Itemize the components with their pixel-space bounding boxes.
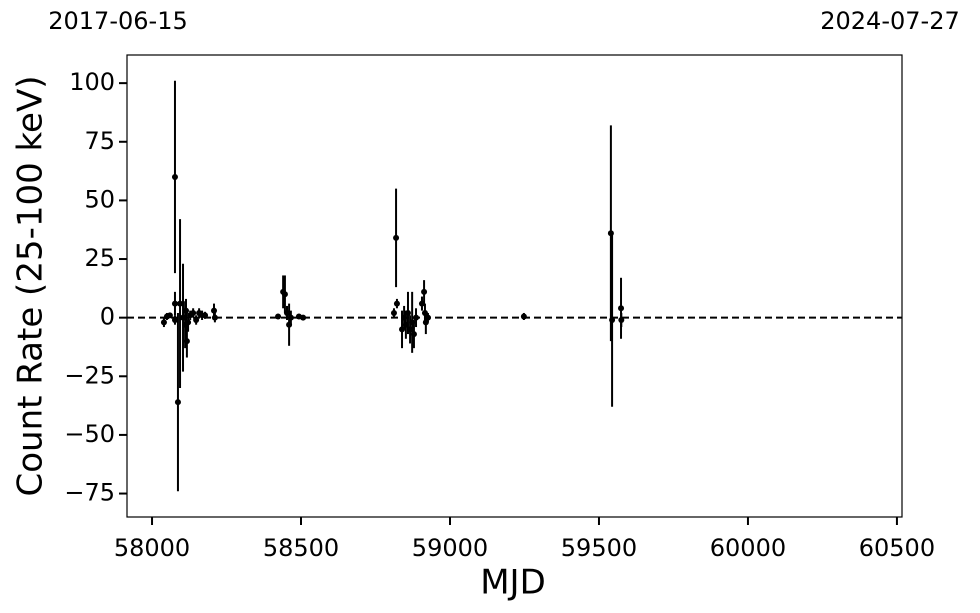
data-point [618, 317, 625, 324]
start-date: 2017-06-15 [48, 7, 187, 35]
y-tick-label: −50 [64, 420, 115, 448]
x-tick-label: 58500 [263, 534, 339, 562]
x-axis-label: MJD [480, 563, 546, 603]
y-tick-label: 100 [69, 68, 115, 96]
data-point [177, 300, 184, 307]
y-tick-label: 75 [84, 127, 115, 155]
end-date: 2024-07-27 [820, 7, 959, 35]
data-point [193, 317, 200, 324]
data-point [182, 307, 189, 314]
data-point [404, 309, 411, 316]
y-tick-label: 50 [84, 185, 115, 213]
data-point [275, 313, 282, 320]
x-tick-label: 60000 [710, 534, 786, 562]
y-tick-label: −75 [64, 479, 115, 507]
data-point [287, 314, 294, 321]
data-point [413, 314, 420, 321]
data-point [171, 300, 178, 307]
data-point [171, 317, 178, 324]
y-tick-label: 0 [100, 303, 115, 331]
data-point [609, 317, 616, 324]
data-point [174, 399, 181, 406]
data-point [190, 309, 197, 316]
x-tick-label: 59500 [561, 534, 637, 562]
data-point [166, 312, 173, 319]
data-point [393, 300, 400, 307]
data-point [211, 314, 218, 321]
data-point [185, 319, 192, 326]
x-tick-label: 60500 [859, 534, 935, 562]
x-tick-label: 59000 [412, 534, 488, 562]
data-point [183, 338, 190, 345]
x-tick-label: 58000 [114, 534, 190, 562]
y-tick-label: 25 [84, 244, 115, 272]
data-point [202, 312, 209, 319]
plot-frame [126, 54, 903, 518]
data-point [424, 314, 431, 321]
data-point [281, 291, 288, 298]
data-point [410, 331, 417, 338]
y-axis-label: Count Rate (25-100 keV) [11, 76, 51, 497]
data-point [618, 305, 625, 312]
data-point [393, 234, 400, 241]
data-point [211, 307, 218, 314]
y-tick-label: −25 [64, 361, 115, 389]
data-point [300, 314, 307, 321]
data-point [421, 288, 428, 295]
data-point [520, 313, 527, 320]
data-point [160, 319, 167, 326]
data-point [171, 173, 178, 180]
data-point [390, 309, 397, 316]
